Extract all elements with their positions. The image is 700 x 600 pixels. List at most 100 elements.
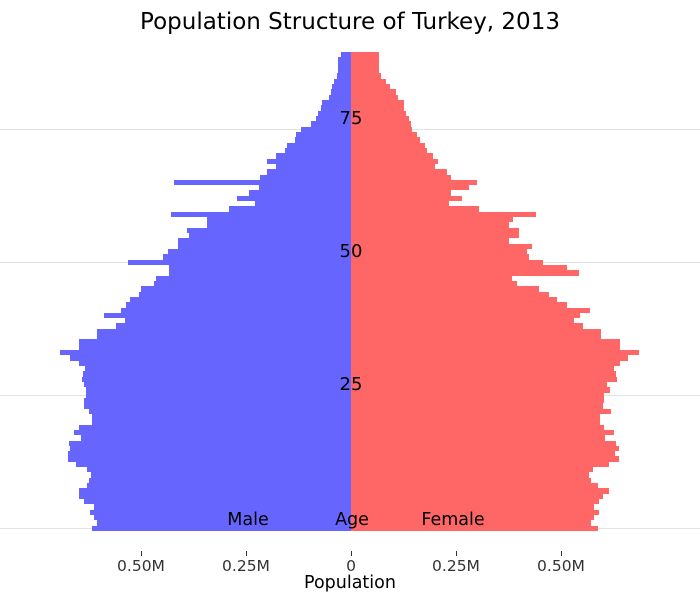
female-bar [351, 440, 616, 446]
age-axis-label: Age [335, 510, 369, 530]
male-bar [67, 456, 351, 462]
female-bar [351, 509, 599, 515]
female-bar [351, 515, 595, 521]
female-bar [351, 488, 609, 494]
female-bar [351, 131, 418, 138]
female-bar [351, 73, 382, 79]
male-bar [97, 334, 351, 340]
male-bar [78, 488, 351, 494]
male-bar [121, 307, 351, 313]
male-bar [93, 504, 351, 510]
male-bar [170, 211, 351, 218]
female-bar [351, 201, 449, 207]
female-bar [351, 222, 509, 228]
male-bar [206, 217, 351, 223]
male-bar [207, 222, 351, 228]
female-bar [351, 110, 406, 116]
female-bar [351, 227, 519, 234]
female-bar [351, 206, 480, 212]
female-bar [351, 355, 629, 361]
female-bar [351, 286, 540, 292]
male-bar [321, 105, 351, 111]
x-tick-label: 0.25M [222, 557, 270, 575]
male-bar [87, 483, 351, 489]
female-bar [351, 424, 604, 430]
x-tick-mark [456, 551, 457, 556]
male-bar [295, 137, 351, 143]
male-bar [86, 387, 351, 393]
female-bar [351, 323, 583, 329]
female-bar [351, 126, 413, 132]
male-bar [69, 445, 351, 452]
male-bar [88, 408, 351, 414]
male-bar [259, 185, 351, 191]
male-bar [78, 339, 351, 345]
female-bar [351, 291, 549, 297]
male-bar [83, 382, 351, 388]
female-bar [351, 84, 391, 90]
female-bar [351, 435, 605, 441]
female-bar [351, 57, 380, 63]
female-bar [351, 243, 533, 249]
x-tick-label: 0.50M [537, 557, 585, 575]
male-bar [334, 78, 351, 85]
female-bar [351, 259, 543, 265]
female-bar [351, 467, 594, 473]
male-bar [81, 376, 351, 382]
female-bar [351, 408, 611, 414]
male-bar [267, 158, 351, 164]
female-bar [351, 249, 528, 255]
male-bar [83, 397, 351, 404]
female-bar [351, 68, 380, 74]
male-bar [337, 73, 351, 79]
female-bar [351, 185, 470, 191]
female-bar [351, 296, 558, 303]
female-bar [351, 62, 380, 69]
male-bar [259, 174, 351, 180]
female-bar [351, 472, 590, 478]
female-bar [351, 312, 580, 319]
male-bar [155, 275, 351, 281]
female-bar [351, 525, 598, 531]
female-bar [351, 238, 509, 244]
female-bar [351, 163, 435, 170]
female-bar [351, 429, 614, 436]
female-bar [351, 105, 404, 111]
female-bar [351, 179, 478, 186]
female-bar [351, 307, 591, 313]
male-bar [78, 360, 351, 367]
male-bar [275, 163, 351, 170]
female-bar [351, 397, 604, 404]
age-tick-label: 75 [339, 108, 363, 130]
male-bar [284, 147, 351, 154]
male-bar [177, 243, 351, 249]
male-bar [92, 525, 351, 531]
female-bar [351, 376, 617, 382]
female-bar [351, 158, 439, 164]
female-bar [351, 493, 604, 500]
female-bar [351, 116, 409, 122]
female-bar [351, 382, 608, 388]
male-bar [116, 323, 351, 329]
female-bar [351, 504, 595, 510]
female-bar [351, 387, 611, 393]
female-bar [351, 89, 396, 95]
male-bar [287, 142, 351, 148]
male-bar [83, 499, 351, 505]
female-bar [351, 451, 616, 457]
female-bar [351, 264, 568, 271]
male-bar [322, 100, 351, 106]
male-bar [337, 62, 351, 69]
female-bar [351, 350, 640, 356]
male-bar [330, 89, 351, 95]
female-bar [351, 275, 513, 281]
x-tick-label: 0.25M [432, 557, 480, 575]
male-bar [295, 131, 351, 138]
male-bar [229, 206, 351, 212]
chart-title: Population Structure of Turkey, 2013 [140, 9, 560, 35]
female-bar [351, 280, 518, 287]
female-bar [351, 78, 386, 85]
male-bar [153, 280, 351, 287]
female-bar [351, 461, 609, 468]
